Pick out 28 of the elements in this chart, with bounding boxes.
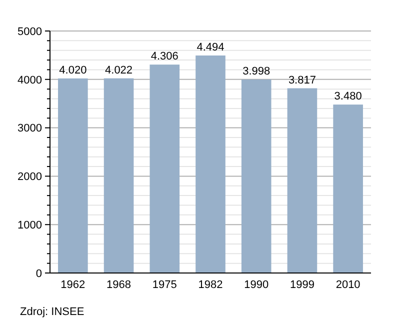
data-label: 3.817 <box>288 74 316 86</box>
bar <box>287 88 318 273</box>
data-label: 3.480 <box>334 90 362 103</box>
data-label: 4.022 <box>105 64 133 76</box>
data-label: 4.306 <box>150 50 178 63</box>
bar <box>196 55 226 273</box>
bar <box>150 64 180 273</box>
y-tick-label: 5000 <box>18 26 42 38</box>
x-tick-label: 1990 <box>244 279 269 291</box>
y-tick-label: 4000 <box>18 74 42 86</box>
data-label: 4.494 <box>196 41 224 54</box>
text: Zdroj: INSEE <box>20 306 84 318</box>
data-label: 3.998 <box>242 65 270 78</box>
bar <box>333 104 363 273</box>
y-tick-label: 2000 <box>18 171 42 184</box>
y-tick-label: 0 <box>36 268 42 280</box>
y-tick-label: 3000 <box>18 122 42 135</box>
x-tick-label: 1975 <box>152 279 177 291</box>
bar <box>104 78 134 273</box>
x-tick-label: 1982 <box>198 279 223 291</box>
bar <box>241 79 272 273</box>
x-tick-label: 2010 <box>336 279 360 291</box>
data-label: 4.020 <box>59 64 87 76</box>
x-tick-label: 1968 <box>106 279 132 291</box>
bar <box>58 78 88 273</box>
x-tick-label: 1999 <box>290 279 314 291</box>
y-tick-label: 1000 <box>18 219 42 232</box>
x-tick-label: 1962 <box>60 279 86 291</box>
